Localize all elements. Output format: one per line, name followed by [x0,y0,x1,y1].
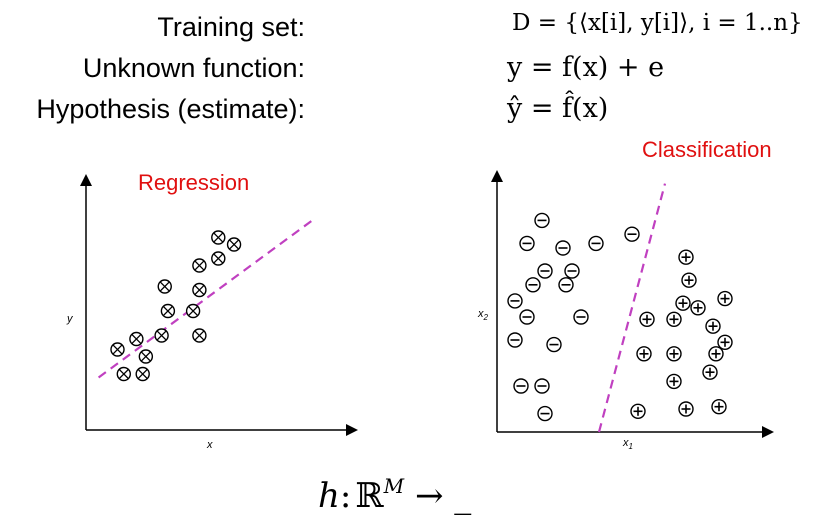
positive-point [678,249,694,265]
dimension-superscript: M [383,474,405,498]
regression-point [110,342,125,357]
point-cross-b [194,330,205,341]
negative-point [513,378,529,394]
regression-point [211,251,226,266]
negative-point [558,277,574,293]
colon: : [339,476,352,516]
negative-point [534,212,550,229]
positive-point [666,346,682,362]
regression-title: Regression [138,170,250,195]
positive-point [639,311,655,327]
regression-x-label: x [206,439,213,451]
classification-boundary-line [597,183,667,433]
regression-point [157,279,172,294]
point-cross-b [213,253,224,264]
negative-point [588,235,604,252]
regression-point [129,331,144,347]
classification-axes: x2 x1 [477,170,774,451]
point-cross-b [112,344,123,355]
positive-point [666,311,682,327]
regression-fit-line [97,219,314,379]
regression-axes: y x [66,174,358,451]
h-symbol: h [318,476,340,516]
point-cross-b [188,306,198,316]
regression-point [226,237,242,252]
negative-point [555,240,571,256]
arrow-symbol: → [414,476,444,516]
positive-point [711,399,727,415]
regression-point [185,303,201,319]
hypothesis-label: Hypothesis (estimate): [36,94,305,124]
classification-title: Classification [642,137,772,162]
negative-point [534,378,550,394]
unknown-function-formula: y = f(x) + e [507,52,665,83]
positive-point [636,346,652,362]
point-cross-b [194,285,205,295]
point-cross-b [156,330,167,341]
classification-boundary-group [597,183,667,433]
point-cross-b [163,306,173,316]
classification-y-label: x2 [477,308,489,322]
blank-codomain: _ [454,476,472,516]
positive-point [690,300,706,316]
point-cross-b [137,369,148,379]
positive-point [675,295,691,311]
negative-point [507,332,523,348]
classification-points [507,212,733,422]
regression-point [154,328,169,343]
negative-point [537,263,553,279]
training-set-formula: D = {⟨x[i], y[i]⟩, i = 1..n} [512,10,803,36]
regression-point [116,366,132,382]
hypothesis-mapping: h: ℝM → _ [318,476,471,513]
positive-point [717,334,733,350]
negative-point [525,277,541,293]
negative-point [519,309,535,325]
classification-x-label: x1 [622,437,633,451]
unknown-function-label: Unknown function: [82,53,305,83]
negative-point [624,226,640,242]
point-cross-b [213,232,224,243]
negative-point [546,336,562,353]
point-cross-b [194,260,205,271]
positive-point [666,373,682,390]
hypothesis-formula: ŷ = f̂(x) [507,93,609,124]
regression-points [110,230,242,382]
positive-point [702,364,718,380]
regression-point [135,366,150,382]
positive-point [717,290,733,307]
negative-point [537,405,553,422]
regression-point [211,230,226,245]
regression-point [192,258,207,273]
point-cross-b [229,239,239,250]
regression-point [192,282,207,298]
point-cross-b [159,281,170,292]
negative-point [507,293,523,309]
training-set-label: Training set: [157,12,305,42]
regression-point [138,349,154,364]
point-cross-b [131,334,142,344]
positive-point [705,318,721,334]
positive-point [708,346,724,362]
point-cross-b [141,351,151,362]
real-space-symbol: ℝ [355,476,384,516]
negative-point [573,309,589,325]
positive-point [630,403,646,419]
regression-fit-line-group [97,219,314,379]
regression-point [160,303,176,319]
positive-point [678,401,694,417]
negative-point [519,235,535,252]
regression-point [192,328,207,343]
positive-point [681,272,697,288]
regression-y-label: y [66,313,74,325]
point-cross-b [119,369,129,379]
negative-point [564,263,580,279]
